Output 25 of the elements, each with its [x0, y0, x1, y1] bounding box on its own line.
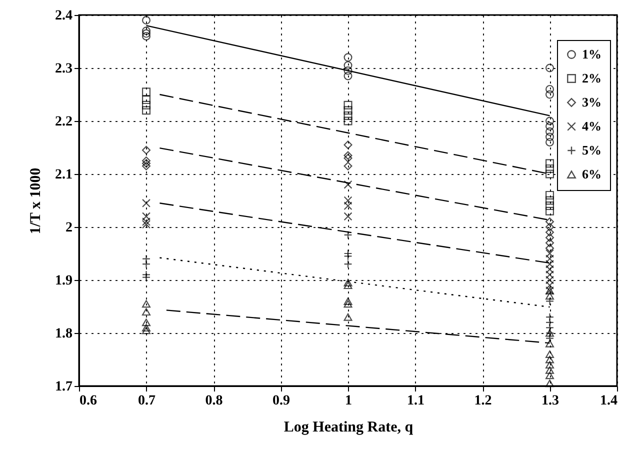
legend-label: 1%	[582, 46, 602, 62]
x-tick-label: 1.1	[407, 394, 424, 408]
legend-label: 4%	[582, 118, 602, 134]
y-tick-label: 1.8	[55, 326, 72, 342]
x-tick-label: 1.2	[474, 394, 492, 408]
legend-label: 3%	[582, 94, 602, 110]
y-tick-label: 2.3	[55, 62, 72, 76]
legend-label: 5%	[582, 142, 602, 158]
legend-label: 2%	[582, 70, 602, 86]
x-tick-label: 0.6	[80, 394, 97, 408]
y-tick-label: 1.9	[55, 274, 72, 288]
legend-label: 6%	[582, 166, 602, 182]
x-tick-label: 0.8	[205, 394, 223, 408]
y-tick-label: 2.2	[55, 114, 72, 130]
x-tick-label: 1	[345, 394, 352, 408]
x-axis-title: Log Heating Rate, q	[284, 420, 414, 436]
y-axis-title: 1/T x 1000	[28, 168, 44, 234]
x-tick-label: 0.9	[272, 394, 290, 408]
x-tick-label: 1.4	[600, 394, 618, 408]
y-tick-label: 2.1	[55, 168, 72, 182]
y-tick-label: 2.4	[55, 8, 72, 24]
y-tick-label: 1.7	[55, 380, 72, 394]
x-tick-label: 1.3	[542, 394, 559, 408]
y-tick-label: 2	[66, 220, 72, 236]
x-tick-label: 0.7	[138, 394, 156, 408]
